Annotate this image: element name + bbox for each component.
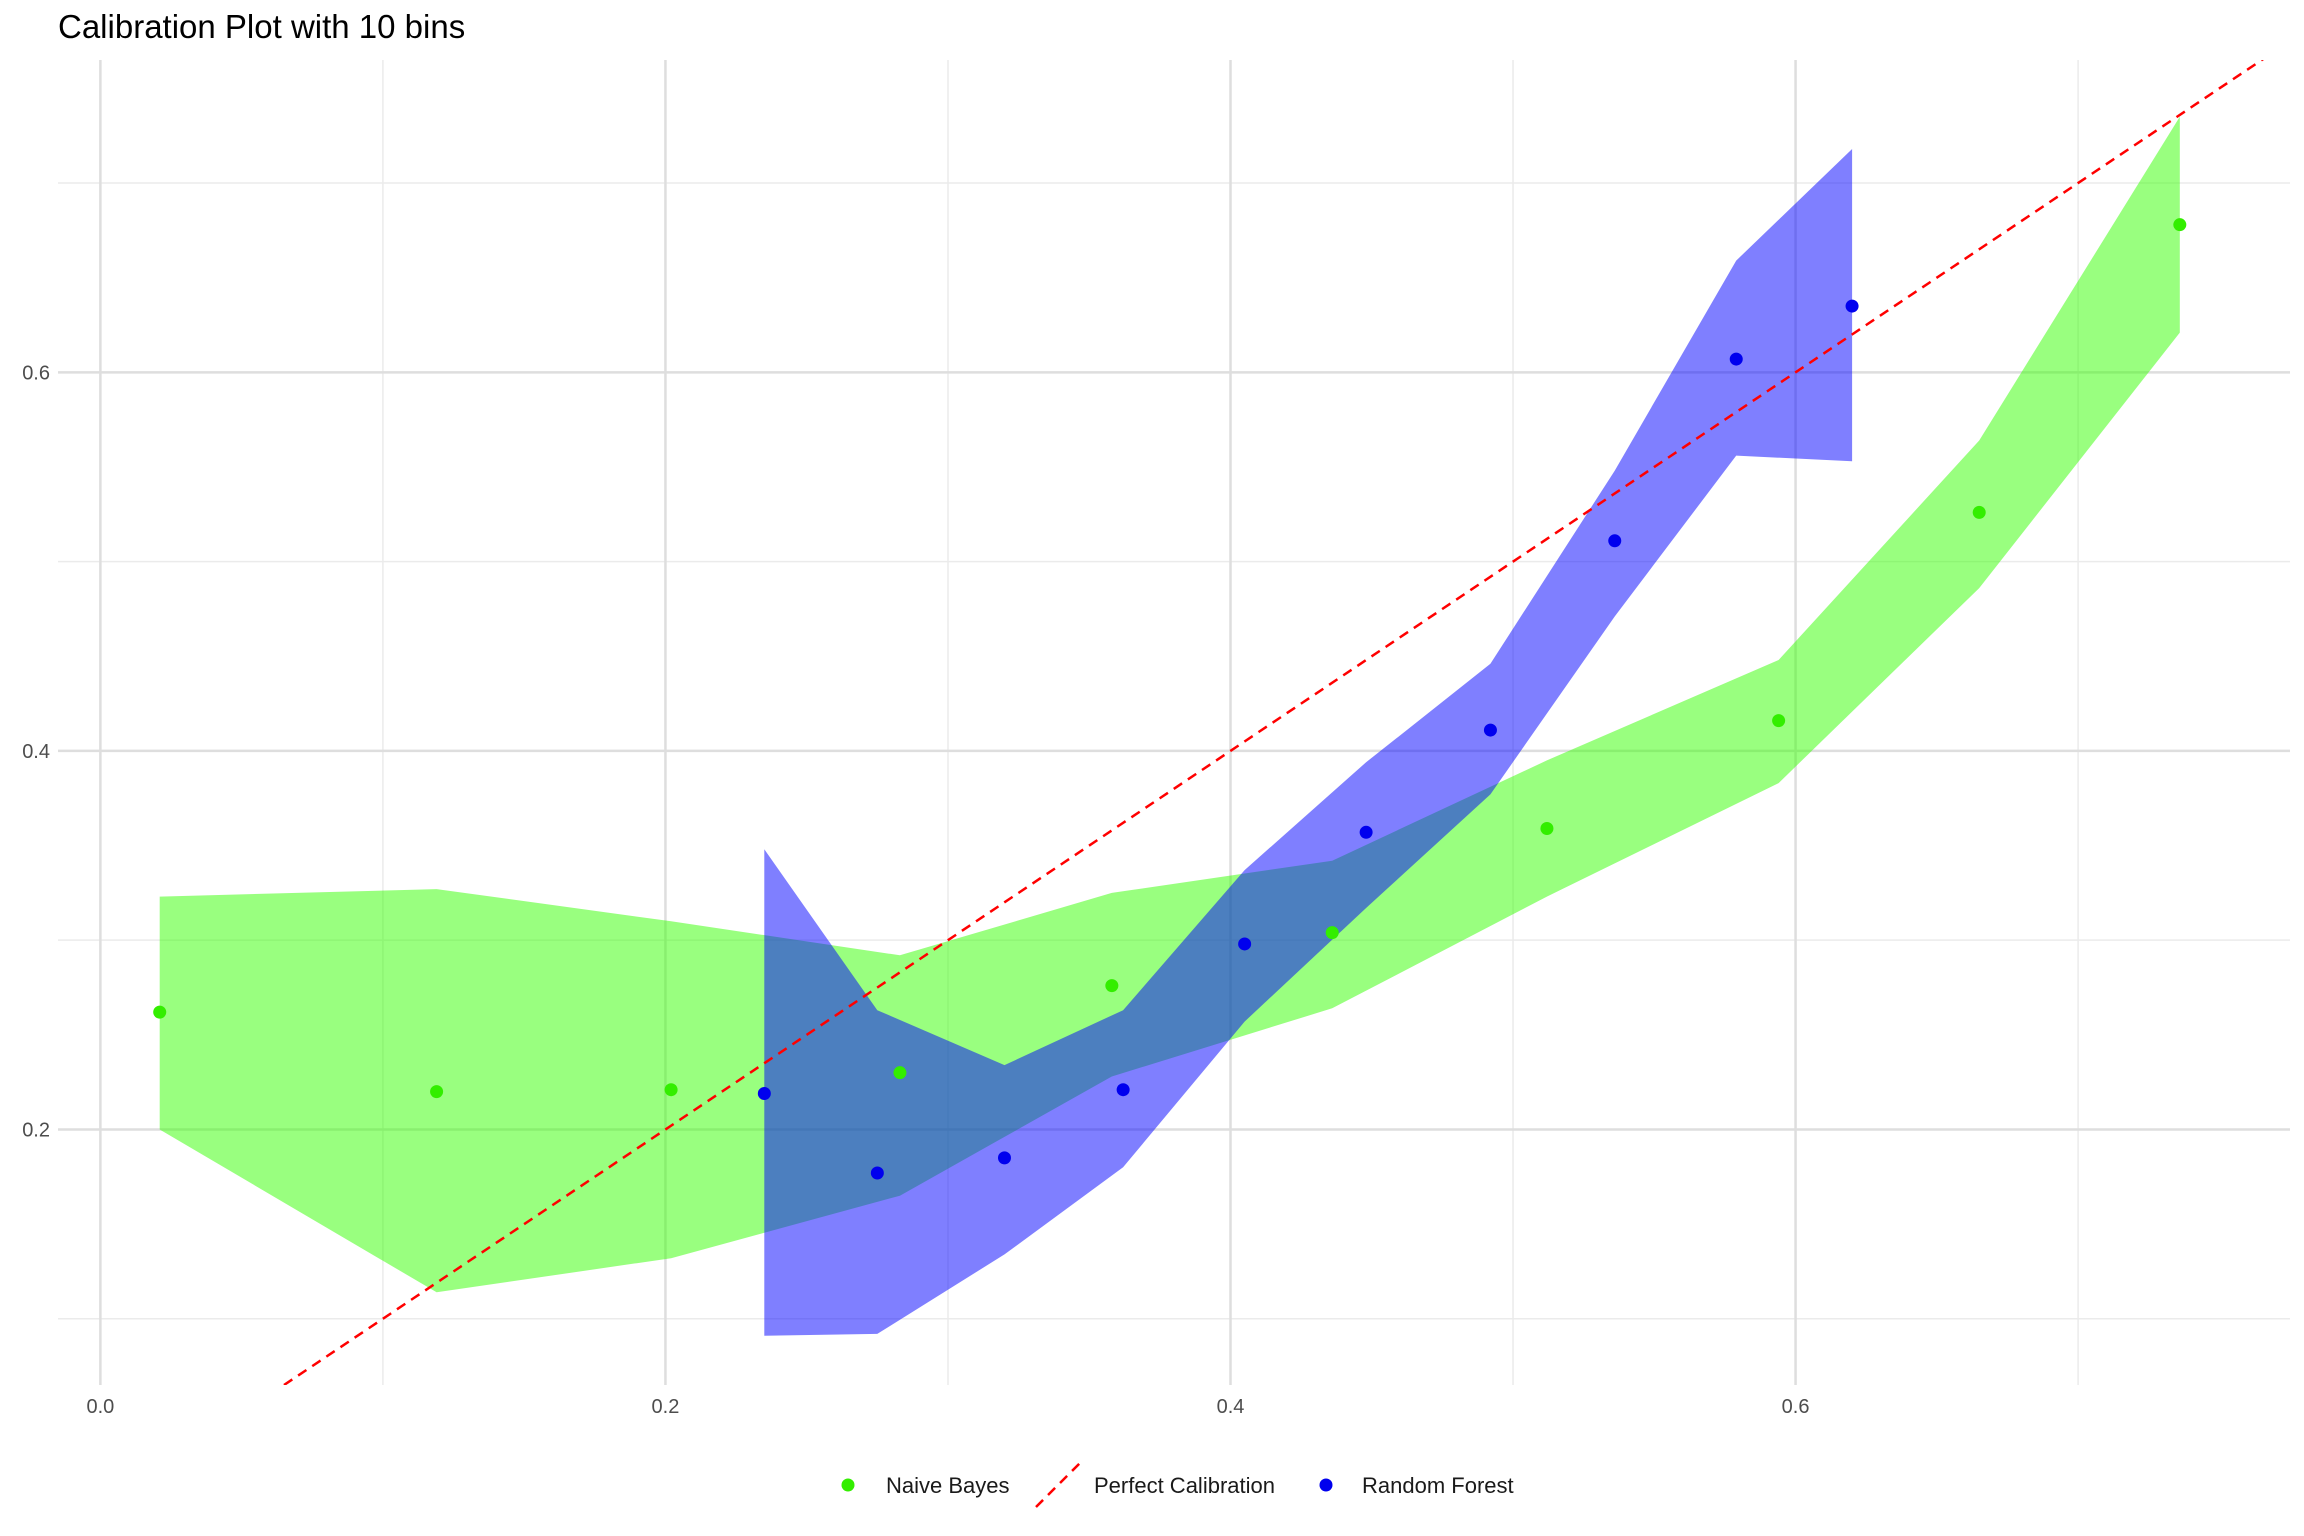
point-naive-bayes bbox=[664, 1083, 678, 1097]
legend-key-random-forest bbox=[1319, 1478, 1333, 1492]
y-tick-label: 0.2 bbox=[22, 1119, 50, 1141]
point-random-forest bbox=[1483, 723, 1497, 737]
chart-title: Calibration Plot with 10 bins bbox=[58, 8, 466, 45]
perfect-calibration-line bbox=[281, 60, 2264, 1385]
x-tick-label: 0.4 bbox=[1217, 1396, 1245, 1418]
point-random-forest bbox=[1729, 352, 1743, 366]
legend-key-naive-bayes bbox=[841, 1478, 855, 1492]
point-layer bbox=[153, 218, 2187, 1180]
legend-label-random-forest: Random Forest bbox=[1362, 1473, 1514, 1498]
y-tick-label: 0.4 bbox=[22, 741, 50, 763]
point-naive-bayes bbox=[1325, 926, 1339, 940]
point-random-forest bbox=[1359, 825, 1373, 839]
point-random-forest bbox=[1238, 937, 1252, 951]
x-tick-label: 0.0 bbox=[86, 1396, 114, 1418]
point-naive-bayes bbox=[430, 1085, 444, 1099]
point-naive-bayes bbox=[893, 1066, 907, 1080]
point-random-forest bbox=[997, 1151, 1011, 1165]
line-layer bbox=[281, 60, 2264, 1385]
point-random-forest bbox=[870, 1166, 884, 1180]
ribbon-naive-bayes bbox=[159, 116, 2180, 1293]
ribbon-layer bbox=[159, 116, 2180, 1336]
point-naive-bayes bbox=[153, 1005, 167, 1019]
axis-layer: 0.2 0.4 0.6 0.0 0.2 0.4 0.6 bbox=[22, 362, 1809, 1418]
point-naive-bayes bbox=[1772, 714, 1786, 728]
point-naive-bayes bbox=[1540, 822, 1554, 835]
legend-label-perfect-calibration: Perfect Calibration bbox=[1094, 1473, 1275, 1498]
ribbon-random-forest bbox=[764, 149, 1853, 1336]
legend: Naive Bayes Perfect Calibration Random For… bbox=[841, 1462, 1514, 1508]
point-naive-bayes bbox=[1972, 505, 1986, 519]
point-random-forest bbox=[1608, 534, 1622, 548]
y-tick-label: 0.6 bbox=[22, 362, 50, 384]
x-tick-label: 0.2 bbox=[652, 1396, 680, 1418]
x-tick-label: 0.6 bbox=[1782, 1396, 1810, 1418]
legend-key-perfect-calibration bbox=[1035, 1462, 1081, 1508]
legend-label-naive-bayes: Naive Bayes bbox=[886, 1473, 1010, 1498]
point-naive-bayes bbox=[2173, 218, 2187, 232]
point-naive-bayes bbox=[1105, 979, 1119, 993]
point-random-forest bbox=[1116, 1083, 1130, 1097]
point-random-forest bbox=[757, 1087, 771, 1100]
point-random-forest bbox=[1845, 299, 1859, 313]
